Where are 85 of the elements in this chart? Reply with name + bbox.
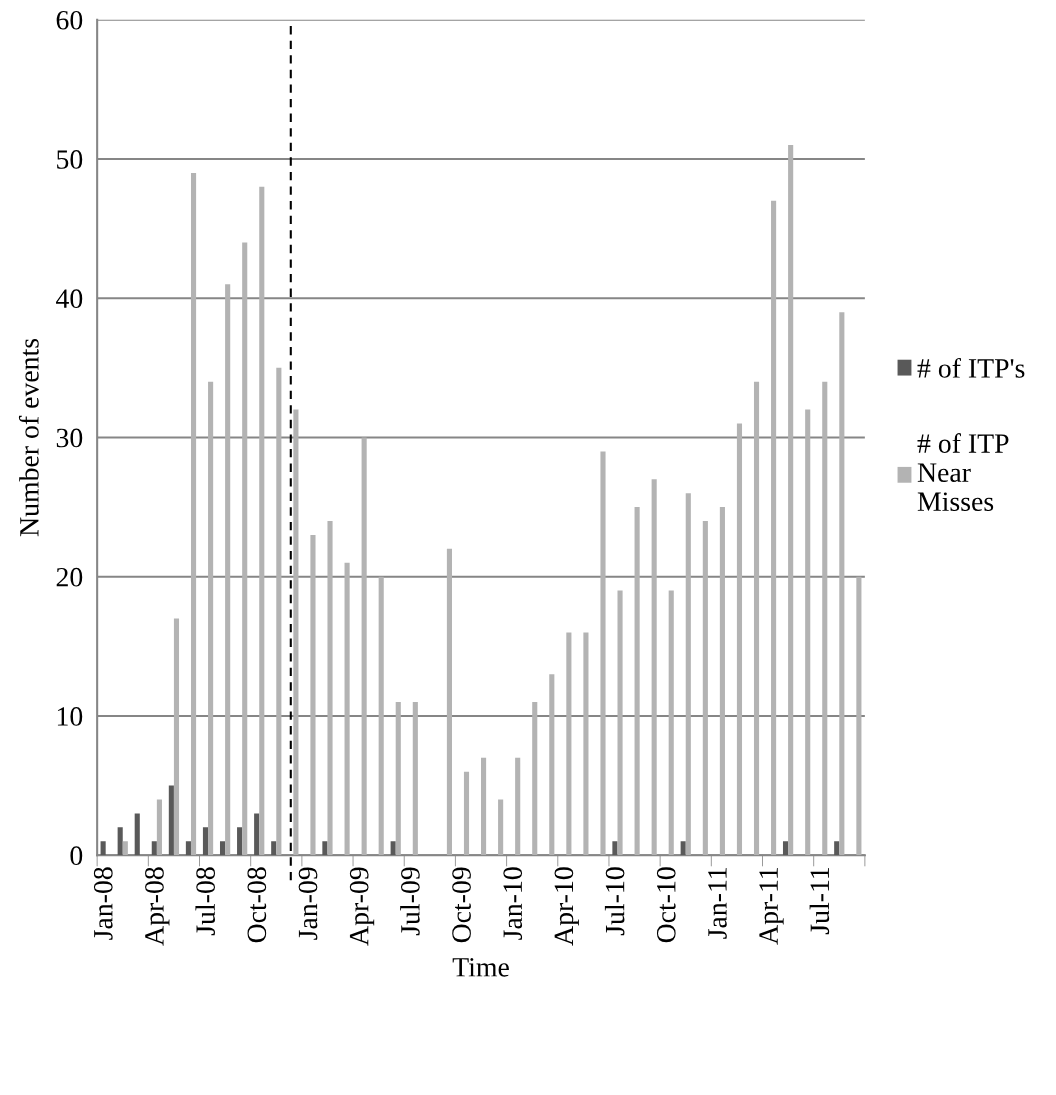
bar (583, 632, 589, 856)
x-tick-label: Jul-08 (195, 867, 215, 936)
bar (805, 409, 811, 856)
y-tick-label: 10 (57, 707, 83, 726)
bar (237, 827, 243, 856)
bar (834, 841, 840, 856)
bar (173, 618, 180, 856)
bar (532, 702, 538, 856)
bar (225, 284, 231, 856)
bar (378, 576, 384, 856)
bar (600, 451, 606, 856)
bar (168, 785, 174, 856)
x-tick-label: Jul-11 (809, 867, 830, 935)
bar (293, 409, 299, 856)
x-tick-label: Apr-09 (349, 867, 375, 946)
x-tick-label: Apr-10 (554, 867, 579, 946)
y-tick-label: 30 (56, 428, 83, 448)
bar (856, 576, 862, 856)
bar (498, 799, 504, 856)
x-axis-title: Time (452, 957, 509, 977)
x-tick-label: Apr-11 (759, 867, 784, 945)
bar (651, 479, 657, 856)
bar (117, 827, 123, 856)
bar (617, 590, 623, 856)
y-tick-label: 0 (70, 846, 83, 866)
bar (259, 186, 265, 856)
bar (566, 632, 572, 856)
bar (463, 771, 470, 856)
bar (190, 172, 197, 856)
y-tick-label: 50 (57, 150, 83, 169)
bar (122, 841, 128, 856)
bar (719, 507, 725, 856)
bar (390, 841, 396, 856)
x-tick-label: Oct-10 (656, 867, 676, 943)
bar (202, 827, 209, 856)
bar (612, 841, 618, 856)
bar (702, 521, 708, 856)
bar (151, 841, 157, 856)
bar (271, 841, 277, 856)
x-tick-label: Jan-11 (708, 867, 727, 939)
y-tick-label: 20 (56, 567, 83, 587)
bar (344, 562, 350, 856)
bar (446, 548, 453, 856)
x-tick-label: Oct-08 (247, 867, 267, 943)
bar (361, 437, 367, 856)
bar (310, 534, 316, 856)
bar (481, 757, 487, 856)
x-tick-label: Jan-09 (298, 867, 318, 940)
bar (668, 590, 674, 856)
bar (839, 312, 845, 856)
legend-label: # of ITP's (917, 357, 1025, 378)
bar (736, 423, 743, 856)
bar (185, 841, 191, 856)
bar (788, 145, 794, 856)
bar (254, 813, 260, 856)
x-tick-label: Jul-10 (604, 867, 625, 936)
x-tick-label: Jan-10 (503, 867, 523, 940)
bar (134, 813, 140, 856)
bar (276, 367, 282, 856)
x-tick-label: Jan-08 (93, 867, 113, 940)
bar (412, 702, 418, 856)
bar (634, 507, 640, 856)
bar (549, 674, 555, 856)
bar (327, 521, 333, 856)
y-axis-title: Number of events (18, 338, 39, 537)
bar (395, 702, 401, 856)
bar (771, 200, 777, 856)
bar (822, 381, 828, 856)
x-tick-label: Oct-09 (452, 867, 471, 943)
y-tick-label: 40 (56, 289, 83, 309)
legend-label: # of ITP Near Misses (917, 433, 1009, 512)
bar (680, 841, 686, 856)
bar (208, 381, 214, 856)
bar (322, 841, 328, 856)
bar (685, 493, 691, 856)
bar (219, 841, 226, 856)
bar (242, 242, 248, 856)
bar (782, 841, 789, 856)
bar (753, 381, 760, 856)
bar (100, 841, 106, 856)
x-tick-label: Apr-08 (145, 867, 170, 946)
y-tick-label: 60 (56, 10, 83, 30)
bar (156, 799, 162, 856)
bar (515, 757, 521, 856)
x-tick-label: Jul-09 (400, 867, 420, 936)
